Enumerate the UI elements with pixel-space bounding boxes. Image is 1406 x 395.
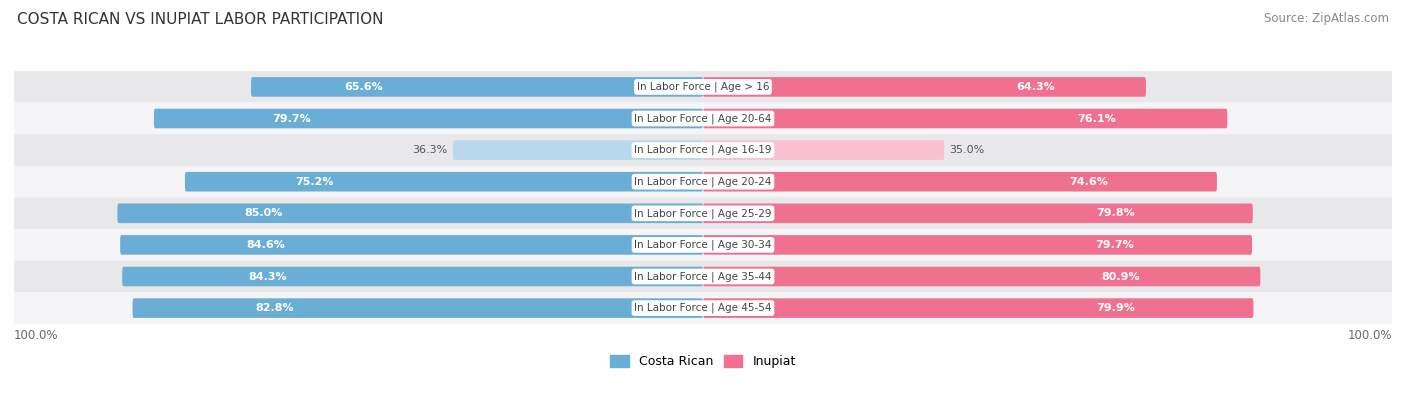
Legend: Costa Rican, Inupiat: Costa Rican, Inupiat: [606, 350, 800, 373]
Text: In Labor Force | Age 20-64: In Labor Force | Age 20-64: [634, 113, 772, 124]
FancyBboxPatch shape: [703, 77, 1146, 97]
Text: 84.6%: 84.6%: [246, 240, 285, 250]
Text: In Labor Force | Age 35-44: In Labor Force | Age 35-44: [634, 271, 772, 282]
FancyBboxPatch shape: [14, 134, 1392, 166]
Text: 100.0%: 100.0%: [1347, 329, 1392, 342]
FancyBboxPatch shape: [14, 292, 1392, 324]
FancyBboxPatch shape: [14, 166, 1392, 198]
FancyBboxPatch shape: [153, 109, 703, 128]
FancyBboxPatch shape: [703, 172, 1218, 192]
Text: In Labor Force | Age > 16: In Labor Force | Age > 16: [637, 82, 769, 92]
FancyBboxPatch shape: [703, 298, 1254, 318]
Text: 80.9%: 80.9%: [1102, 271, 1140, 282]
Text: 100.0%: 100.0%: [14, 329, 59, 342]
Text: 82.8%: 82.8%: [256, 303, 294, 313]
FancyBboxPatch shape: [122, 267, 703, 286]
FancyBboxPatch shape: [14, 229, 1392, 261]
FancyBboxPatch shape: [703, 267, 1260, 286]
Text: 65.6%: 65.6%: [344, 82, 384, 92]
Text: 76.1%: 76.1%: [1077, 113, 1115, 124]
FancyBboxPatch shape: [703, 203, 1253, 223]
Text: 35.0%: 35.0%: [949, 145, 984, 155]
Text: 79.7%: 79.7%: [271, 113, 311, 124]
Text: In Labor Force | Age 16-19: In Labor Force | Age 16-19: [634, 145, 772, 155]
FancyBboxPatch shape: [453, 140, 703, 160]
Text: In Labor Force | Age 45-54: In Labor Force | Age 45-54: [634, 303, 772, 313]
Text: 79.9%: 79.9%: [1097, 303, 1135, 313]
Text: 84.3%: 84.3%: [247, 271, 287, 282]
Text: In Labor Force | Age 20-24: In Labor Force | Age 20-24: [634, 177, 772, 187]
FancyBboxPatch shape: [703, 235, 1253, 255]
Text: In Labor Force | Age 25-29: In Labor Force | Age 25-29: [634, 208, 772, 218]
FancyBboxPatch shape: [132, 298, 703, 318]
FancyBboxPatch shape: [14, 198, 1392, 229]
Text: 64.3%: 64.3%: [1017, 82, 1054, 92]
Text: 79.7%: 79.7%: [1095, 240, 1135, 250]
FancyBboxPatch shape: [703, 140, 945, 160]
Text: 74.6%: 74.6%: [1069, 177, 1108, 187]
FancyBboxPatch shape: [118, 203, 703, 223]
FancyBboxPatch shape: [186, 172, 703, 192]
FancyBboxPatch shape: [14, 103, 1392, 134]
Text: In Labor Force | Age 30-34: In Labor Force | Age 30-34: [634, 240, 772, 250]
Text: COSTA RICAN VS INUPIAT LABOR PARTICIPATION: COSTA RICAN VS INUPIAT LABOR PARTICIPATI…: [17, 12, 384, 27]
Text: 75.2%: 75.2%: [295, 177, 333, 187]
FancyBboxPatch shape: [120, 235, 703, 255]
Text: 36.3%: 36.3%: [412, 145, 447, 155]
Text: 79.8%: 79.8%: [1095, 208, 1135, 218]
Text: Source: ZipAtlas.com: Source: ZipAtlas.com: [1264, 12, 1389, 25]
FancyBboxPatch shape: [14, 261, 1392, 292]
FancyBboxPatch shape: [14, 71, 1392, 103]
FancyBboxPatch shape: [252, 77, 703, 97]
Text: 85.0%: 85.0%: [245, 208, 283, 218]
FancyBboxPatch shape: [703, 109, 1227, 128]
